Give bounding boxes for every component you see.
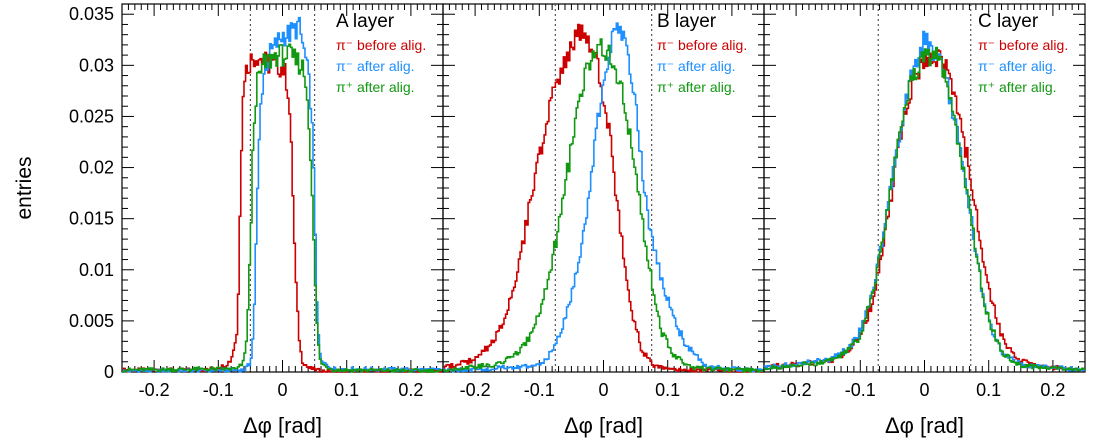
panel-1: -0.2 -0.1 0 0.1 0.2 0 0.005 0.01 0.015 0.02 0.025 0… [69, 3, 444, 438]
series-3-histogram [764, 46, 1085, 372]
legend-entry: π⁻ after alig. [978, 58, 1057, 74]
legend-entry: π⁺ after alig. [978, 79, 1057, 95]
legend-entry: π⁻ after alig. [336, 58, 415, 74]
x-tick-label: 0.1 [334, 380, 359, 400]
x-tick-label: -0.2 [460, 380, 491, 400]
x-tick-label: 0.2 [719, 380, 744, 400]
series-3-histogram [443, 38, 764, 373]
y-tick-label: 0.03 [79, 55, 114, 75]
series-3-histogram [122, 43, 443, 373]
x-axis-label: Δφ [rad] [564, 413, 643, 438]
y-axis-label: entries [13, 156, 36, 219]
legend-entry: π⁺ after alig. [336, 79, 415, 95]
x-tick-label: 0.2 [1040, 380, 1065, 400]
x-tick-label: 0.2 [398, 380, 423, 400]
legend-entry: π⁻ before alig. [336, 37, 426, 53]
x-axis-label: Δφ [rad] [885, 413, 964, 438]
series-1-histogram [122, 51, 443, 373]
x-axis-label: Δφ [rad] [243, 413, 322, 438]
y-tick-label: 0.015 [69, 209, 114, 229]
x-tick-label: 0 [277, 380, 287, 400]
legend-entry: π⁻ before alig. [657, 37, 747, 53]
y-tick-label: 0 [104, 362, 114, 382]
y-tick-label: 0.035 [69, 4, 114, 24]
series-1-histogram [443, 23, 764, 373]
panel-title: A layer [336, 11, 395, 32]
x-tick-label: 0.1 [655, 380, 680, 400]
x-tick-label: -0.1 [203, 380, 234, 400]
x-tick-label: 0.1 [976, 380, 1001, 400]
legend-entry: π⁺ after alig. [657, 79, 736, 95]
x-tick-label: 0 [598, 380, 608, 400]
legend-entry: π⁻ after alig. [657, 58, 736, 74]
x-tick-label: -0.1 [845, 380, 876, 400]
panel-2: -0.2 -0.1 0 0.1 0.2 Δφ [rad] B layer π⁻ before … [442, 3, 765, 438]
series-2-histogram [443, 22, 764, 373]
y-tick-label: 0.005 [69, 311, 114, 331]
series-2-histogram [764, 30, 1085, 372]
series-2-histogram [122, 16, 443, 373]
panel-title: C layer [978, 11, 1039, 32]
x-tick-label: -0.2 [139, 380, 170, 400]
y-tick-label: 0.01 [79, 260, 114, 280]
legend-entry: π⁻ before alig. [978, 37, 1068, 53]
y-tick-label: 0.02 [79, 158, 114, 178]
y-tick-label: 0.025 [69, 106, 114, 126]
x-tick-label: -0.2 [781, 380, 812, 400]
series-1-histogram [764, 49, 1085, 372]
x-tick-label: 0 [919, 380, 929, 400]
panel-3: -0.2 -0.1 0 0.1 0.2 Δφ [rad] C layer π⁻ before … [763, 3, 1086, 438]
panel-title: B layer [657, 11, 717, 32]
x-tick-label: -0.1 [524, 380, 555, 400]
